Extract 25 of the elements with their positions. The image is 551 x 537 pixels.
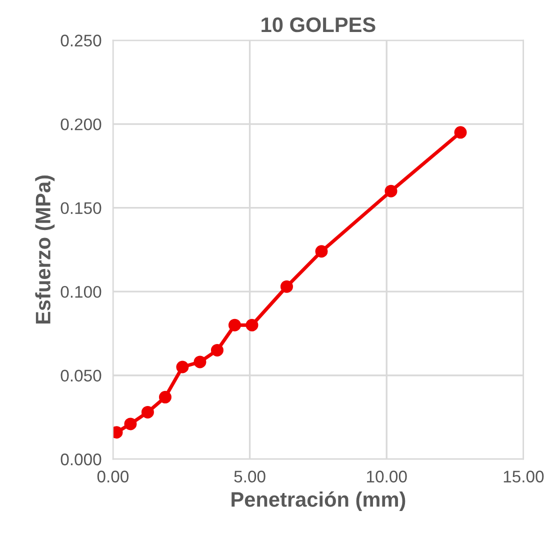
y-tick-label: 0.000 [60,454,102,466]
y-axis-title: Esfuerzo (MPa) [35,175,55,324]
x-axis-title: Penetración (mm) [232,491,406,511]
x-tick-label: 0.00 [97,470,129,482]
point [141,406,154,418]
point [246,318,258,332]
point [454,126,467,139]
point [176,360,189,374]
chart-title: 10 GOLPES [262,17,376,32]
y-tick-label: 0.050 [60,370,102,382]
point [280,280,293,293]
x-tick-label: 5.00 [234,470,266,482]
x-tick-label: 10.00 [367,470,407,482]
point [210,344,224,356]
point [194,356,206,368]
point [384,184,398,198]
y-tick-label: 0.100 [60,286,102,298]
x-tick-label: 15.00 [504,470,544,482]
y-tick-label: 0.150 [60,202,102,214]
point [158,390,172,404]
point [124,418,137,430]
y-tick-label: 0.250 [60,34,102,46]
y-tick-label: 0.200 [60,118,102,130]
point [228,318,241,332]
point [315,245,328,258]
